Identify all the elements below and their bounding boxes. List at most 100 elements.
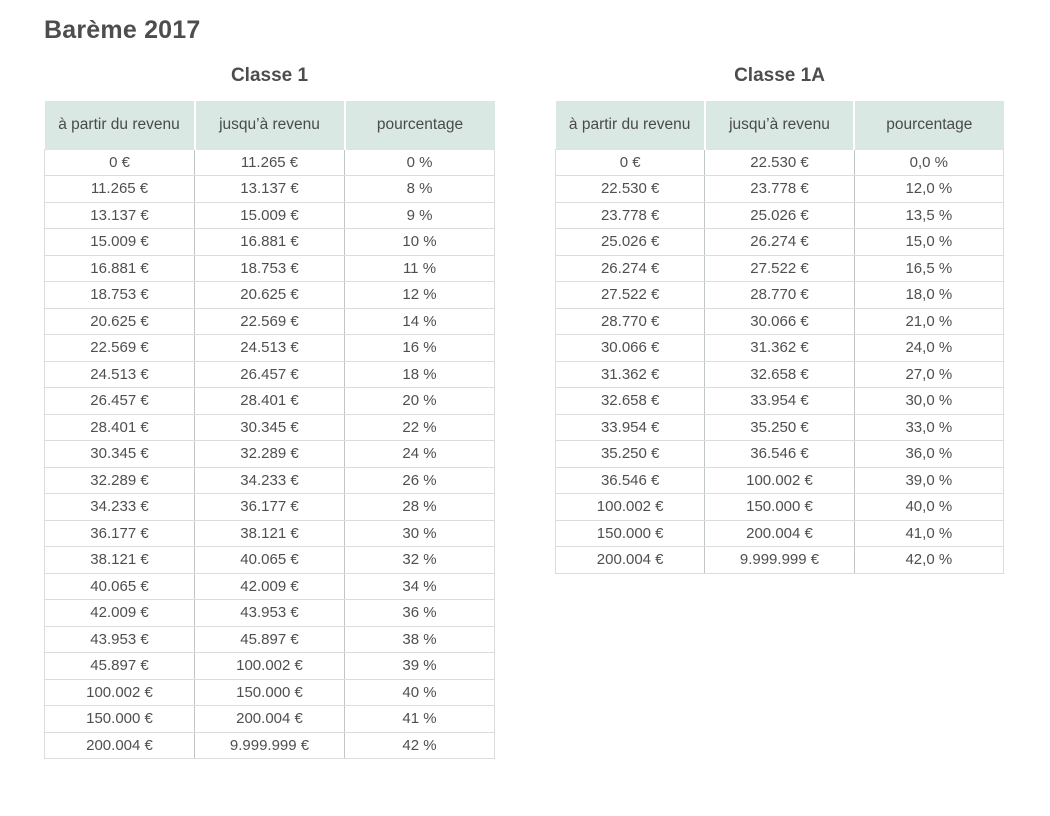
- classe-1-table-head: à partir du revenu jusqu’à revenu pource…: [44, 101, 495, 149]
- table-cell: 32 %: [344, 546, 495, 574]
- table-cell: 13.137 €: [44, 202, 195, 229]
- table-cell: 23.778 €: [554, 202, 705, 229]
- table-row: 34.233 €36.177 €28 %: [44, 493, 495, 521]
- table-cell: 22 %: [344, 414, 495, 441]
- table-cell: 41 %: [344, 705, 495, 733]
- table-cell: 22.530 €: [554, 175, 705, 203]
- classe-1a-table-body: 0 €22.530 € 0,0 % 22.530 €23.778 €12,0 % 23…: [554, 148, 1005, 574]
- table-cell: 30.066 €: [554, 334, 705, 362]
- table-row: 23.778 €25.026 €13,5 %: [554, 202, 1005, 229]
- table-cell: 28.770 €: [704, 281, 855, 309]
- table-cell: 100.002 €: [194, 652, 345, 680]
- table-cell: 32.658 €: [554, 387, 705, 415]
- table-cell: 45.897 €: [194, 626, 345, 653]
- table-cell: 43.953 €: [44, 626, 195, 653]
- table-row: 0 €22.530 €0,0 %: [554, 148, 1005, 176]
- table-row: 100.002 €150.000 €40,0 %: [554, 493, 1005, 521]
- table-row: 200.004 €9.999.999 €42 %: [44, 732, 495, 759]
- table-row: 36.546 €100.002 €39,0 %: [554, 467, 1005, 494]
- table-row: 200.004 €9.999.999 €42,0 %: [554, 546, 1005, 574]
- table-cell: 30 %: [344, 520, 495, 547]
- table-row: 100.002 €150.000 €40 %: [44, 679, 495, 706]
- table-cell: 26.274 €: [554, 255, 705, 282]
- table-row: 36.177 €38.121 €30 %: [44, 520, 495, 547]
- table-row: 15.009 €16.881 €10 %: [44, 228, 495, 256]
- table-cell: 11.265 €: [44, 175, 195, 203]
- table-cell: 41,0 %: [853, 520, 1005, 547]
- table-cell: 36.177 €: [44, 520, 195, 547]
- table-row: 28.770 €30.066 €21,0 %: [554, 308, 1005, 335]
- table-row: 11.265 €13.137 €8 %: [44, 175, 495, 203]
- classe-1-table-body: 0 €11.265 €0 % 11.265 €13.137 €8 % 13.137 …: [44, 148, 495, 759]
- table-cell: 43.953 €: [194, 599, 345, 627]
- table-row: 150.000 €200.004 €41 %: [44, 705, 495, 733]
- table-cell: 38 %: [344, 626, 495, 653]
- table-cell: 8 %: [344, 175, 495, 203]
- table-cell: 22.569 €: [44, 334, 195, 362]
- table-cell: 36.177 €: [194, 493, 345, 521]
- table-cell: 40.065 €: [194, 546, 345, 574]
- table-row: 32.289 €34.233 €26 %: [44, 467, 495, 494]
- table-row: 27.522 €28.770 €18,0 %: [554, 281, 1005, 309]
- table-row: 31.362 €32.658 €27,0 %: [554, 361, 1005, 388]
- table-cell: 27,0 %: [853, 361, 1005, 388]
- table-cell: 11 %: [344, 255, 495, 282]
- table-cell: 24 %: [344, 440, 495, 468]
- table-cell: 200.004 €: [194, 705, 345, 733]
- table-cell: 11.265 €: [194, 148, 345, 176]
- table-cell: 200.004 €: [554, 546, 705, 574]
- classe-1-section: Classe 1 à partir du revenu jusqu’à reve…: [44, 65, 495, 759]
- header-row: à partir du revenu jusqu’à revenu pource…: [44, 101, 495, 149]
- table-cell: 39 %: [344, 652, 495, 680]
- table-cell: 20.625 €: [194, 281, 345, 309]
- table-cell: 28.401 €: [44, 414, 195, 441]
- table-cell: 45.897 €: [44, 652, 195, 680]
- table-cell: 42.009 €: [44, 599, 195, 627]
- table-cell: 0 €: [554, 148, 705, 176]
- table-row: 20.625 €22.569 €14 %: [44, 308, 495, 335]
- table-cell: 16.881 €: [44, 255, 195, 282]
- table-cell: 32.289 €: [44, 467, 195, 494]
- table-row: 28.401 €30.345 €22 %: [44, 414, 495, 441]
- table-cell: 16.881 €: [194, 228, 345, 256]
- table-cell: 26.274 €: [704, 228, 855, 256]
- table-cell: 40 %: [344, 679, 495, 706]
- table-row: 150.000 €200.004 €41,0 %: [554, 520, 1005, 547]
- table-cell: 33.954 €: [554, 414, 705, 441]
- classe-1-title: Classe 1: [230, 65, 309, 86]
- classe-1a-title: Classe 1A: [734, 65, 825, 86]
- table-cell: 36 %: [344, 599, 495, 627]
- table-cell: 12,0 %: [853, 175, 1005, 203]
- table-row: 22.530 €23.778 €12,0 %: [554, 175, 1005, 203]
- table-cell: 33,0 %: [853, 414, 1005, 441]
- table-cell: 12 %: [344, 281, 495, 309]
- table-row: 40.065 €42.009 €34 %: [44, 573, 495, 600]
- table-row: 32.658 €33.954 €30,0 %: [554, 387, 1005, 415]
- table-cell: 150.000 €: [704, 493, 855, 521]
- table-cell: 24,0 %: [853, 334, 1005, 362]
- table-row: 30.345 €32.289 €24 %: [44, 440, 495, 468]
- table-row: 30.066 €31.362 €24,0 %: [554, 334, 1005, 362]
- table-cell: 27.522 €: [554, 281, 705, 309]
- table-cell: 30.345 €: [44, 440, 195, 468]
- table-cell: 34 %: [344, 573, 495, 600]
- table-cell: 36.546 €: [554, 467, 705, 494]
- table-cell: 33.954 €: [704, 387, 855, 415]
- page-title: Barème 2017: [44, 16, 201, 44]
- classe-1a-table: à partir du revenu jusqu’à revenu pource…: [554, 101, 1005, 574]
- table-cell: 28 %: [344, 493, 495, 521]
- table-cell: 36,0 %: [853, 440, 1005, 468]
- header-row: à partir du revenu jusqu’à revenu pource…: [555, 101, 1004, 149]
- table-cell: 9 %: [344, 202, 495, 229]
- table-row: 35.250 €36.546 €36,0 %: [554, 440, 1005, 468]
- table-row: 24.513 €26.457 €18 %: [44, 361, 495, 388]
- table-cell: 31.362 €: [554, 361, 705, 388]
- table-cell: 200.004 €: [44, 732, 195, 759]
- table-cell: 18.753 €: [44, 281, 195, 309]
- table-row: 42.009 €43.953 €36 %: [44, 599, 495, 627]
- column-header-from: à partir du revenu: [555, 101, 705, 149]
- table-cell: 0,0 %: [853, 148, 1005, 176]
- table-cell: 100.002 €: [554, 493, 705, 521]
- classe-1a-section: Classe 1A à partir du revenu jusqu’à rev…: [554, 65, 1005, 574]
- table-cell: 14 %: [344, 308, 495, 335]
